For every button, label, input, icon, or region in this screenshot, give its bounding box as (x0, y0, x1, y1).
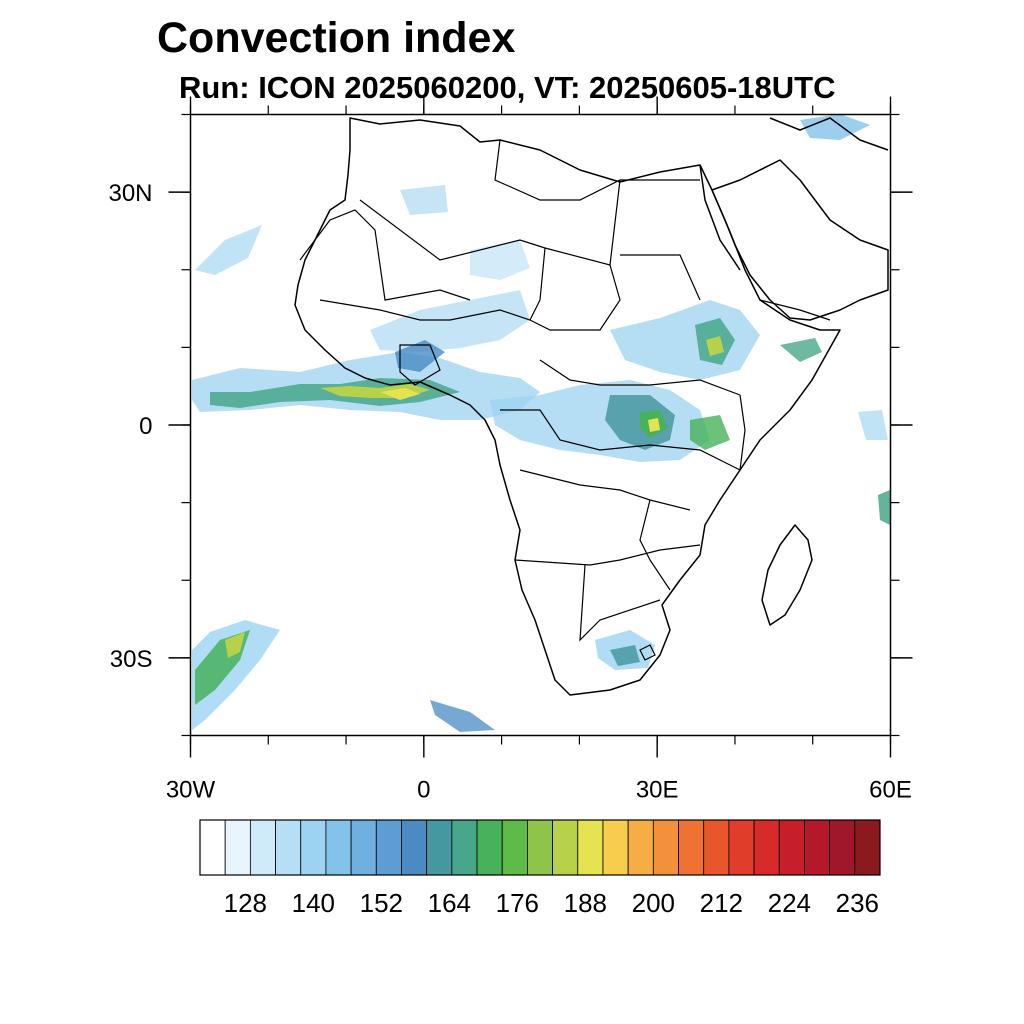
colorbar-box (501, 819, 528, 876)
colorbar-box (753, 819, 780, 876)
lesotho-border (639, 644, 656, 661)
border-line (759, 299, 831, 321)
colorbar-box (804, 819, 831, 876)
y-tick-label: 30S (110, 646, 153, 673)
colorbar-label: 212 (700, 888, 743, 918)
axis-tick-labels: 30W 0 30E 60E 30N 0 30S (108, 180, 911, 803)
convection-peak-lakes (648, 418, 660, 432)
x-tick-label: 60E (869, 777, 912, 804)
border-line (500, 409, 741, 471)
border-line (494, 139, 700, 201)
border-line (319, 264, 621, 331)
colorbar-box (275, 819, 302, 876)
colorbar-box (552, 819, 579, 876)
border-line (539, 359, 741, 396)
axis-ticks (168, 96, 913, 758)
colorbar-box (300, 819, 327, 876)
map-title: Convection index (157, 14, 516, 62)
colorbar-box (678, 819, 705, 876)
border-line (359, 179, 621, 266)
convection-core-south-africa (610, 645, 640, 666)
convection-peak-guinea (380, 388, 420, 400)
border-line (514, 544, 701, 566)
africa-coastline (294, 117, 841, 696)
arabia-coastline (711, 159, 889, 321)
x-tick-label: 0 (417, 777, 430, 804)
border-line (639, 499, 671, 591)
colorbar-label: 128 (224, 888, 267, 918)
colorbar-label: 152 (360, 888, 403, 918)
colorbar-label: 176 (496, 888, 539, 918)
border-line (620, 254, 701, 301)
convection-area-sahara-north (400, 185, 448, 215)
convection-area-somalia (780, 338, 822, 362)
convection-area-atlantic-north (195, 225, 262, 275)
colorbar-box (249, 819, 276, 876)
colorbar-label: 188 (564, 888, 607, 918)
colorbar-box (778, 819, 805, 876)
colorbar-box (627, 819, 654, 876)
convection-area-mediterranean (800, 114, 870, 140)
colorbar-label: 236 (836, 888, 879, 918)
colorbar-box (577, 819, 604, 876)
colorbar-label: 224 (768, 888, 811, 918)
x-tick-label: 30E (636, 777, 679, 804)
colorbar-box (426, 819, 453, 876)
colorbar-box (199, 819, 226, 876)
colorbar-box (527, 819, 553, 876)
colorbar-box (451, 819, 478, 876)
border-line (299, 209, 471, 301)
map-subtitle: Run: ICON 2025060200, VT: 20250605-18UTC (179, 70, 836, 105)
colorbar-frame (199, 819, 881, 876)
colorbar-box (224, 819, 251, 876)
convection-area-ethiopia (610, 300, 760, 380)
colorbar-box (602, 819, 629, 876)
colorbar-box (854, 819, 881, 876)
convection-area-nigeria (470, 240, 530, 280)
mediterranean-north-coast (769, 117, 889, 151)
colorbar-box (476, 819, 503, 876)
colorbar-box (375, 819, 402, 876)
convection-area-sahel (370, 290, 530, 352)
colorbar-box (401, 819, 428, 876)
convection-peak-ethiopia (706, 336, 724, 356)
colorbar-box (829, 819, 856, 876)
convection-area-madagascar-east (878, 490, 890, 525)
coastlines (294, 117, 889, 696)
colorbar-box (325, 819, 352, 876)
colorbar-label: 140 (292, 888, 335, 918)
convection-peak-south-atlantic (225, 632, 245, 658)
red-sea-coast (699, 164, 741, 271)
colorbar-label: 164 (428, 888, 471, 918)
convection-area-indian-ocean (858, 410, 888, 440)
border-line (519, 469, 691, 511)
convection-core-sahel (395, 340, 445, 372)
border-line (579, 564, 661, 642)
colorbar-label: 200 (632, 888, 675, 918)
madagascar-coastline (761, 524, 813, 626)
x-tick-label: 30W (166, 777, 216, 804)
border-line (739, 394, 746, 471)
colorbar-box (728, 819, 755, 876)
colorbar-box (652, 819, 679, 876)
border-line (399, 344, 441, 386)
y-tick-label: 0 (139, 413, 152, 440)
convection-area-east-africa (690, 415, 730, 450)
colorbar-box (350, 819, 377, 876)
convection-field (192, 114, 890, 732)
country-borders (299, 139, 831, 661)
colorbar-box (703, 819, 730, 876)
border-line (529, 247, 546, 321)
convection-area-south-indian (430, 700, 495, 732)
colorbar: 128 140 152 164 176 188 200 212 224 236 (199, 819, 881, 918)
y-tick-label: 30N (108, 180, 152, 207)
